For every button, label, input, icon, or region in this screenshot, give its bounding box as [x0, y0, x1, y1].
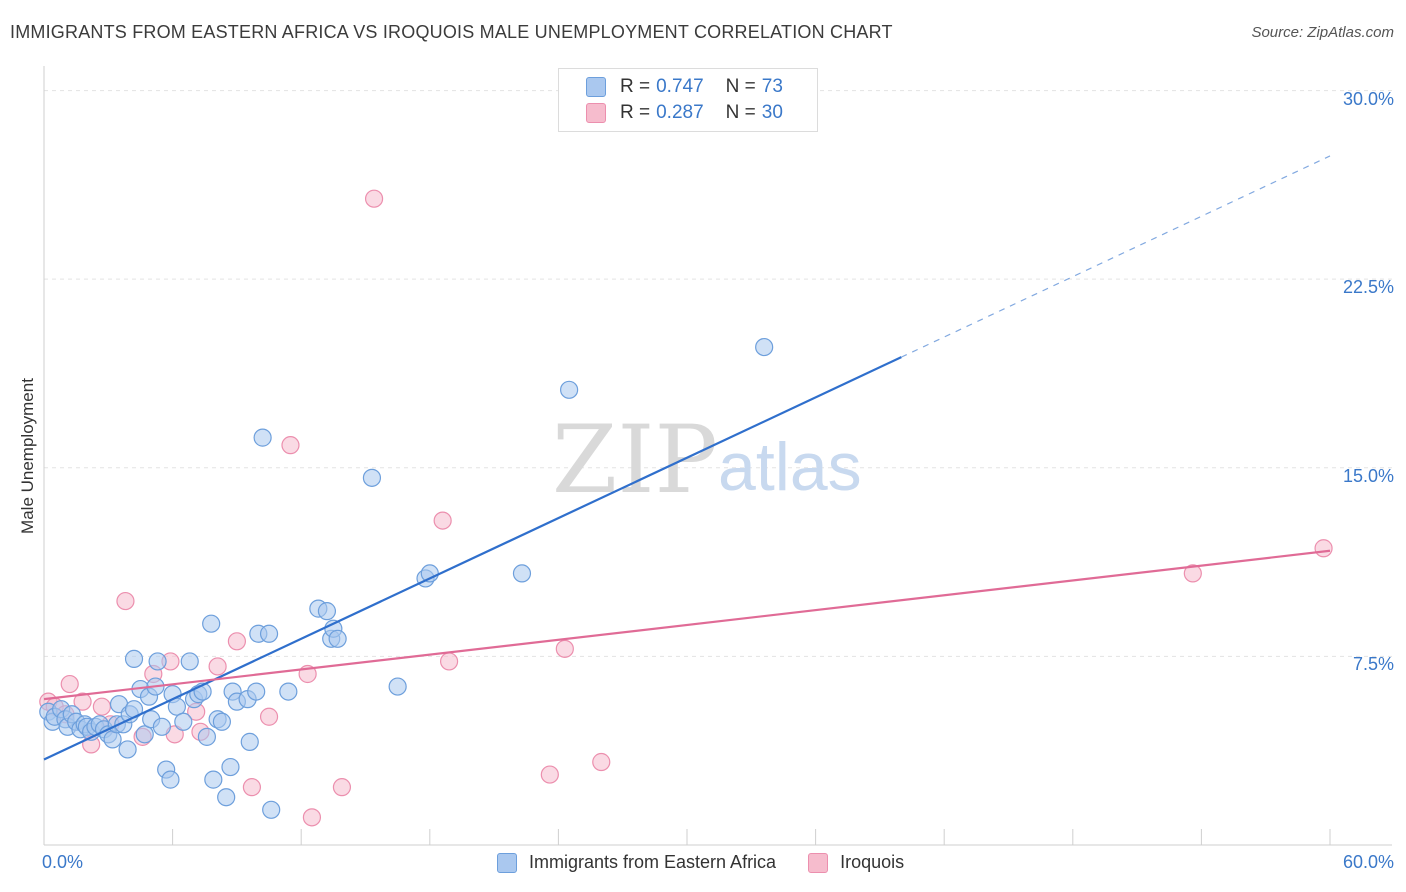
legend-n-value: 30 — [761, 102, 783, 123]
eastern-africa-point-46[interactable] — [221, 757, 240, 777]
legend-n-label: N = — [725, 102, 756, 123]
eastern-africa-point-68[interactable] — [755, 337, 774, 357]
series-swatch-blue — [497, 852, 517, 873]
eastern-africa-point-67[interactable] — [560, 380, 579, 399]
eastern-africa-point-56[interactable] — [279, 682, 298, 701]
series-legend-eastern-africa[interactable]: Immigrants from Eastern Africa — [497, 852, 776, 873]
eastern-africa-point-25[interactable] — [135, 725, 154, 744]
iroquois-point-27[interactable] — [555, 639, 574, 658]
eastern-africa-point-40[interactable] — [197, 727, 216, 746]
series-swatch-pink — [808, 852, 829, 873]
eastern-africa-point-42[interactable] — [204, 770, 223, 789]
eastern-africa-point-50[interactable] — [240, 732, 259, 751]
series-label-iroquois: Iroquois — [840, 852, 905, 872]
eastern-africa-point-41[interactable] — [202, 614, 221, 633]
iroquois-point-15[interactable] — [208, 657, 227, 676]
iroquois-point-18[interactable] — [259, 707, 279, 726]
legend-r-value: 0.747 — [656, 76, 704, 97]
legend-n-label: N = — [725, 76, 756, 97]
series-legend: Immigrants from Eastern Africa Iroquois — [497, 852, 936, 873]
iroquois-point-8[interactable] — [116, 591, 135, 611]
eastern-africa-point-54[interactable] — [259, 624, 279, 643]
eastern-africa-point-23[interactable] — [124, 649, 144, 669]
watermark-zip: ZIP — [552, 406, 718, 515]
y-tick-label-2: 22.5% — [1342, 277, 1394, 298]
eastern-africa-trend-extension — [901, 155, 1331, 358]
eastern-africa-point-16[interactable] — [103, 730, 122, 749]
iroquois-point-19[interactable] — [281, 436, 300, 455]
iroquois-point-28[interactable] — [592, 752, 611, 772]
watermark-atlas: atlas — [718, 429, 862, 505]
series-legend-iroquois[interactable]: Iroquois — [808, 852, 904, 873]
y-tick-label-1: 15.0% — [1342, 465, 1394, 486]
eastern-africa-points — [39, 337, 774, 819]
eastern-africa-point-20[interactable] — [118, 740, 137, 759]
iroquois-point-30[interactable] — [1314, 539, 1333, 558]
series-label-eastern-africa: Immigrants from Eastern Africa — [529, 852, 777, 872]
eastern-africa-point-30[interactable] — [152, 717, 171, 736]
eastern-africa-point-53[interactable] — [253, 428, 272, 447]
eastern-africa-point-61[interactable] — [328, 629, 347, 648]
eastern-africa-point-63[interactable] — [388, 677, 407, 696]
watermark: ZIP atlas — [552, 406, 862, 515]
iroquois-point-24[interactable] — [433, 511, 452, 530]
iroquois-point-25[interactable] — [439, 652, 459, 671]
iroquois-point-22[interactable] — [332, 778, 352, 797]
legend-n-value: 73 — [761, 76, 783, 97]
y-tick-label-3: 30.0% — [1342, 88, 1394, 109]
iroquois-point-6[interactable] — [92, 697, 111, 716]
x-tick-min: 0.0% — [42, 852, 84, 872]
legend-r-label: R = — [620, 76, 651, 97]
iroquois-point-4[interactable] — [73, 692, 92, 711]
iroquois-point-21[interactable] — [302, 808, 322, 827]
x-tick-max: 60.0% — [1342, 852, 1394, 872]
eastern-africa-trend-line — [43, 356, 902, 761]
chart-title: IMMIGRANTS FROM EASTERN AFRICA VS IROQUO… — [10, 22, 893, 42]
legend-r-value: 0.287 — [656, 102, 704, 123]
correlation-legend: R = 0.747 N = 73 R = 0.287 N = 30 — [558, 68, 818, 132]
iroquois-points — [39, 189, 1333, 827]
y-tick-label-0: 7.5% — [1352, 654, 1394, 675]
iroquois-point-16[interactable] — [227, 632, 246, 651]
iroquois-point-3[interactable] — [60, 674, 79, 694]
iroquois-trend-line — [43, 549, 1331, 701]
eastern-africa-point-32[interactable] — [161, 770, 180, 789]
source-credit: Source: ZipAtlas.com — [1251, 24, 1394, 41]
iroquois-point-29[interactable] — [1183, 564, 1202, 583]
eastern-africa-point-44[interactable] — [212, 712, 231, 731]
iroquois-point-26[interactable] — [540, 765, 559, 784]
eastern-africa-point-58[interactable] — [317, 602, 337, 621]
legend-swatch-pink — [586, 103, 606, 123]
eastern-africa-point-29[interactable] — [148, 652, 167, 671]
eastern-africa-point-55[interactable] — [262, 800, 281, 819]
eastern-africa-point-36[interactable] — [180, 652, 199, 671]
legend-row-eastern-africa: R = 0.747 N = 73 — [586, 75, 783, 99]
trend-lines — [43, 155, 1331, 761]
legend-swatch-blue — [586, 77, 606, 97]
iroquois-point-23[interactable] — [364, 189, 384, 208]
eastern-africa-point-51[interactable] — [247, 682, 266, 701]
eastern-africa-point-62[interactable] — [362, 468, 382, 487]
legend-r-label: R = — [620, 102, 651, 123]
iroquois-point-17[interactable] — [242, 778, 262, 797]
grid-lines — [44, 90, 1392, 657]
eastern-africa-point-66[interactable] — [512, 564, 532, 583]
eastern-africa-point-45[interactable] — [217, 788, 236, 807]
eastern-africa-point-35[interactable] — [174, 712, 193, 731]
legend-row-iroquois: R = 0.287 N = 30 — [586, 101, 783, 125]
